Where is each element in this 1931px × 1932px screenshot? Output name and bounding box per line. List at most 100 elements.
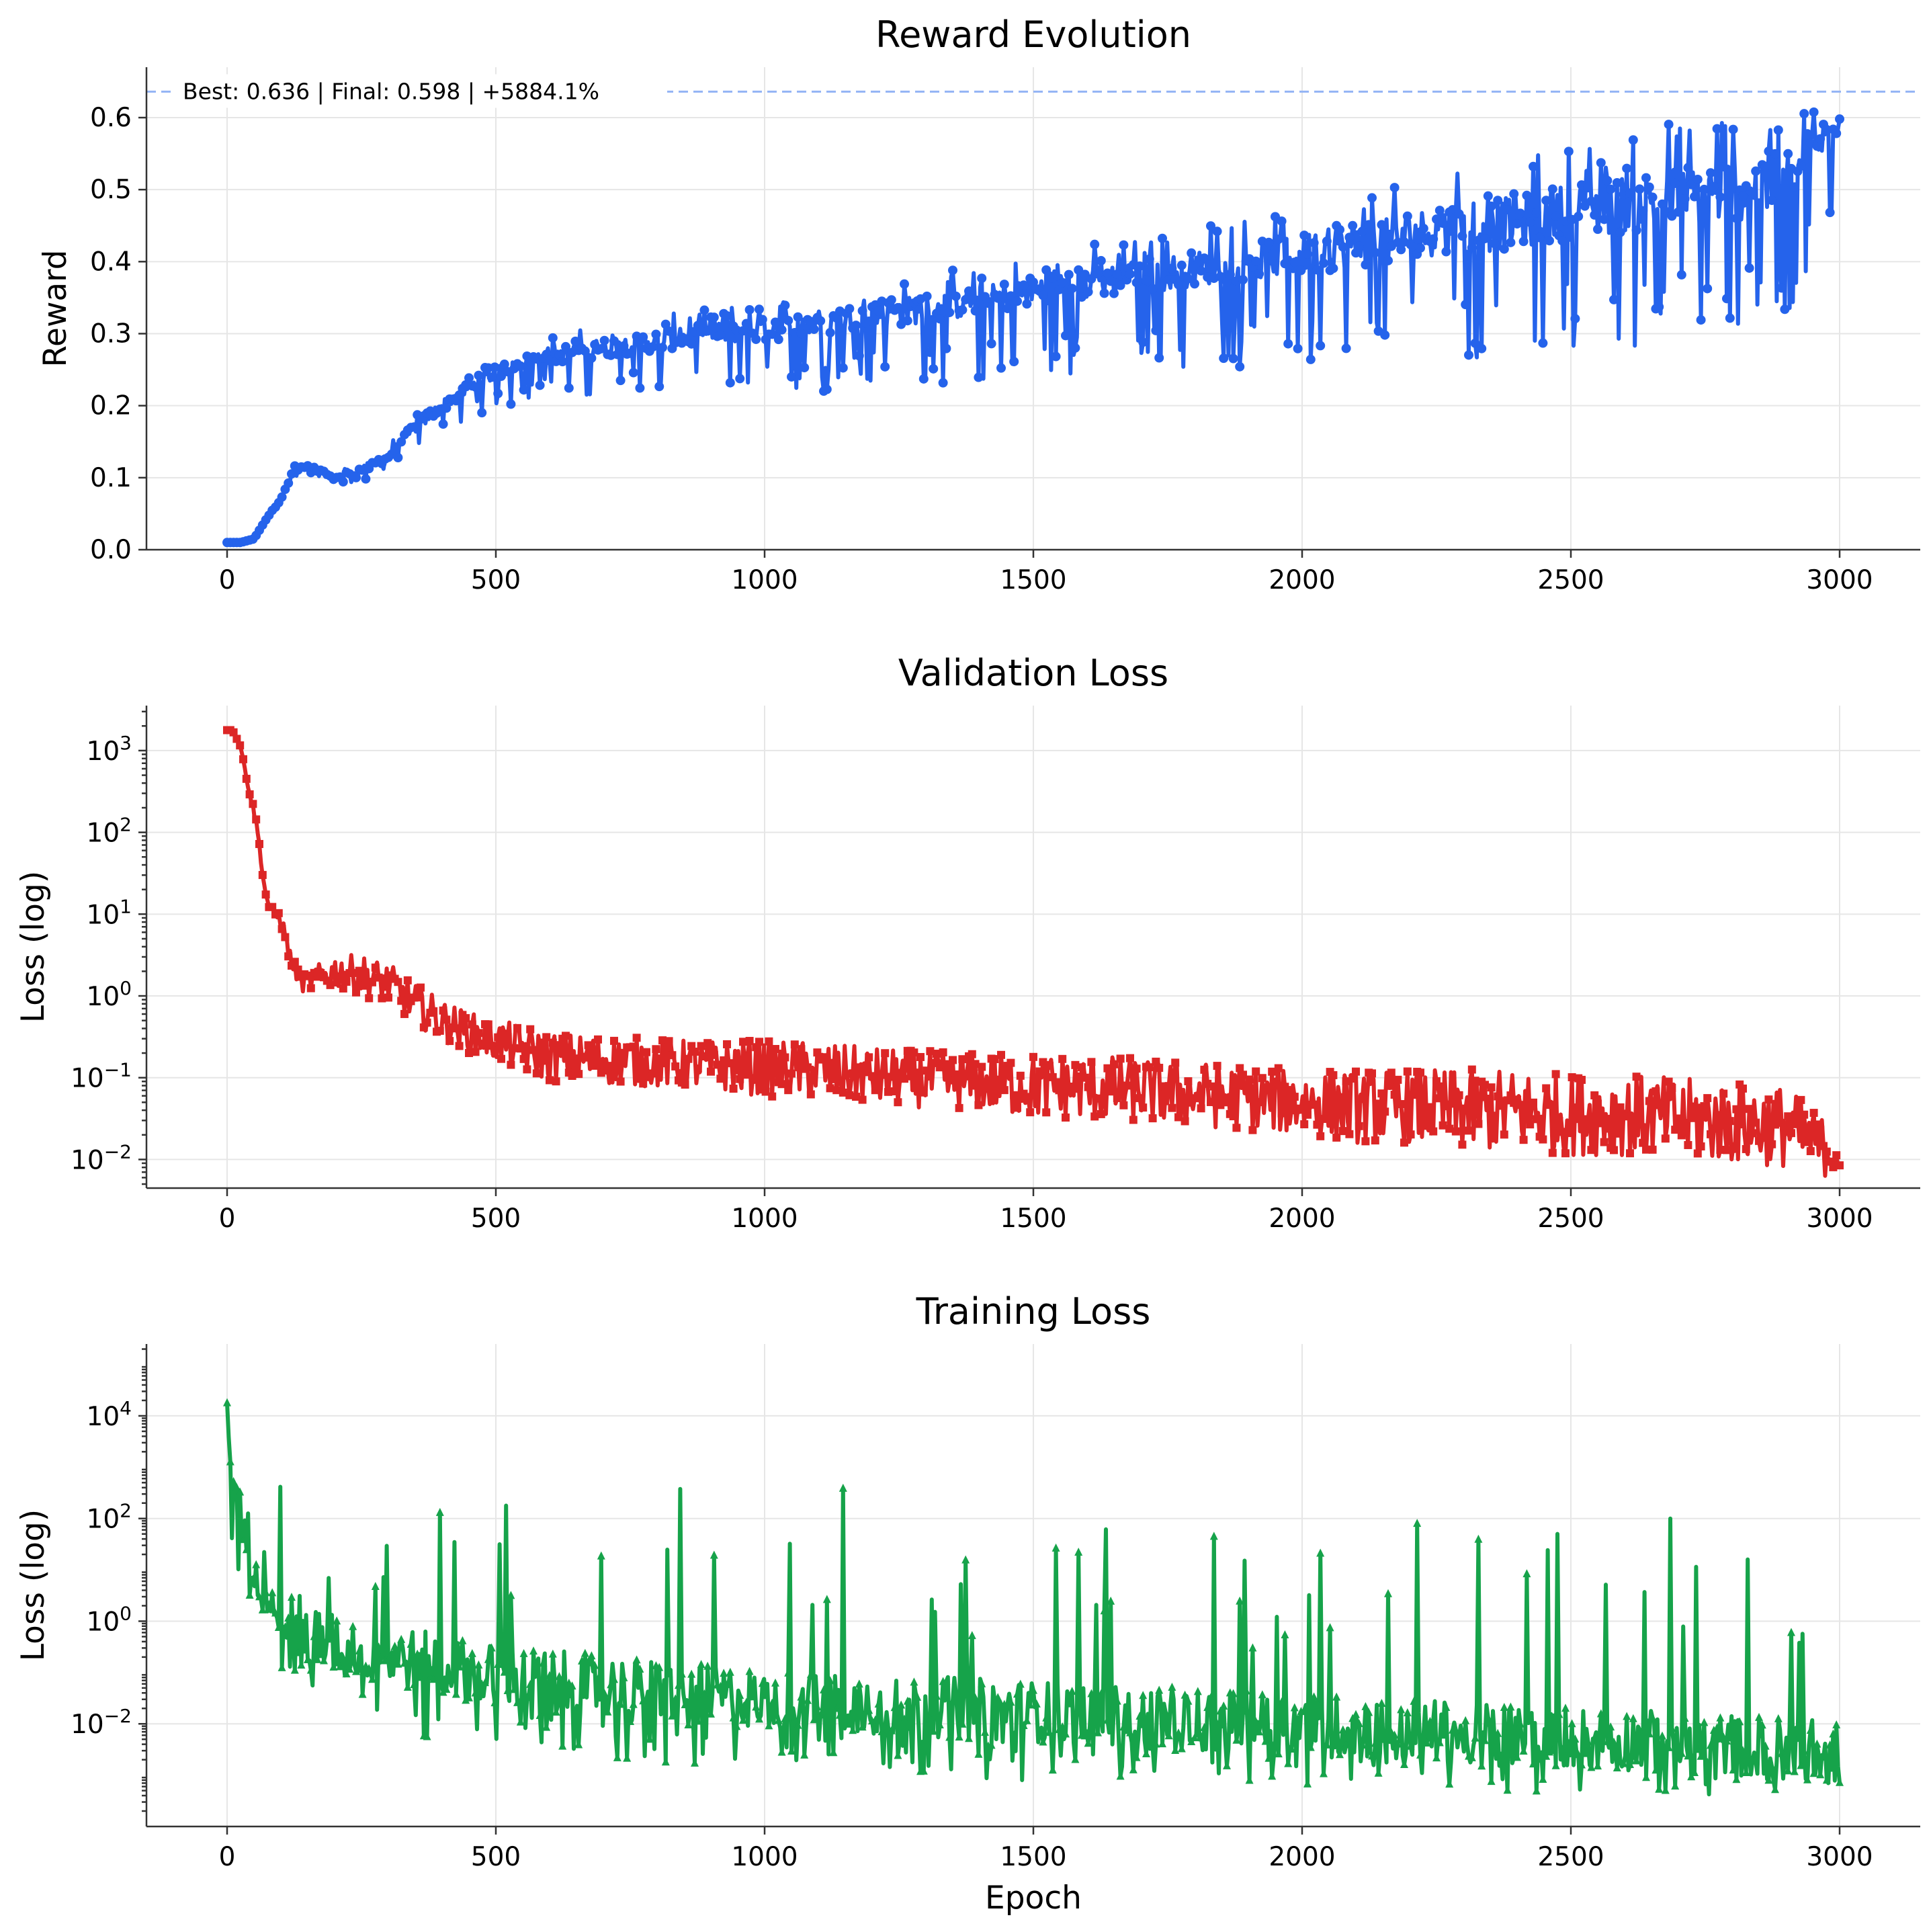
data-point bbox=[1800, 1747, 1809, 1755]
data-point bbox=[813, 1048, 822, 1057]
data-point bbox=[1632, 1756, 1641, 1765]
data-point bbox=[1584, 1737, 1592, 1746]
data-point bbox=[355, 1646, 363, 1654]
data-point bbox=[1341, 343, 1351, 353]
data-point bbox=[570, 336, 581, 346]
data-point bbox=[1206, 221, 1215, 231]
data-point bbox=[500, 1667, 509, 1676]
data-point bbox=[1225, 269, 1235, 280]
data-point bbox=[1387, 1068, 1396, 1077]
data-point bbox=[1806, 1725, 1815, 1734]
data-point bbox=[1790, 1767, 1799, 1775]
data-point bbox=[974, 1749, 983, 1758]
data-point bbox=[268, 1588, 277, 1597]
data-point bbox=[1019, 1720, 1028, 1729]
data-point bbox=[1668, 1724, 1676, 1732]
data-point bbox=[822, 1595, 831, 1603]
data-point bbox=[1625, 188, 1635, 198]
data-point bbox=[1139, 1103, 1148, 1112]
x-tick-label: 1000 bbox=[731, 1842, 798, 1872]
data-point bbox=[1055, 1086, 1064, 1095]
data-point bbox=[610, 1675, 618, 1683]
data-point bbox=[1764, 1775, 1773, 1784]
data-point bbox=[574, 1070, 583, 1079]
data-point bbox=[1313, 1698, 1322, 1707]
data-point bbox=[1531, 208, 1541, 218]
data-point bbox=[1484, 1094, 1492, 1103]
data-point bbox=[584, 1656, 593, 1665]
data-point bbox=[642, 1695, 650, 1704]
data-point bbox=[1629, 1121, 1637, 1130]
data-point bbox=[1832, 1720, 1841, 1728]
data-point bbox=[910, 1048, 918, 1057]
data-point bbox=[1287, 1745, 1295, 1753]
data-point bbox=[793, 1052, 802, 1061]
data-point bbox=[1615, 227, 1625, 237]
data-point bbox=[1045, 1062, 1054, 1070]
data-point bbox=[913, 1068, 922, 1077]
data-point bbox=[1590, 1091, 1599, 1099]
data-point bbox=[387, 1648, 396, 1657]
data-point bbox=[1039, 1737, 1047, 1746]
data-point bbox=[1342, 1077, 1350, 1085]
data-point bbox=[868, 1072, 876, 1081]
data-point bbox=[1490, 239, 1500, 249]
data-point bbox=[1336, 1750, 1344, 1759]
data-point bbox=[716, 1075, 725, 1083]
data-point bbox=[784, 1086, 793, 1095]
data-point bbox=[400, 1009, 409, 1018]
chart-title: Reward Evolution bbox=[875, 13, 1191, 56]
data-point bbox=[771, 317, 780, 327]
data-point bbox=[1074, 1548, 1083, 1556]
data-point bbox=[1383, 255, 1393, 265]
data-point bbox=[542, 1033, 551, 1042]
data-point bbox=[439, 1006, 447, 1015]
data-point bbox=[1203, 1703, 1212, 1712]
data-point bbox=[955, 1732, 963, 1741]
data-point bbox=[445, 1037, 454, 1046]
data-point bbox=[1631, 225, 1641, 235]
data-point bbox=[1677, 1131, 1686, 1140]
data-point bbox=[1699, 184, 1709, 194]
data-point bbox=[1300, 1120, 1309, 1129]
data-point bbox=[249, 1574, 257, 1583]
data-point bbox=[806, 1090, 815, 1099]
data-point bbox=[910, 1677, 918, 1686]
data-point bbox=[1123, 1081, 1131, 1090]
data-point bbox=[1026, 1108, 1035, 1117]
data-point bbox=[697, 1660, 705, 1669]
data-point bbox=[716, 330, 726, 340]
data-point bbox=[1397, 1099, 1406, 1108]
data-point bbox=[1477, 1761, 1486, 1770]
data-point bbox=[957, 305, 968, 315]
data-point bbox=[1368, 1751, 1376, 1760]
data-point bbox=[1639, 1138, 1647, 1147]
data-point bbox=[774, 1716, 783, 1724]
data-point bbox=[1303, 1779, 1312, 1788]
data-point bbox=[1494, 1728, 1502, 1737]
data-point bbox=[1674, 1114, 1682, 1123]
data-point bbox=[1487, 1083, 1496, 1092]
data-point bbox=[429, 1007, 438, 1015]
data-point bbox=[635, 383, 645, 393]
data-point bbox=[1709, 181, 1719, 192]
data-point bbox=[1654, 302, 1664, 312]
data-point bbox=[887, 1726, 896, 1734]
data-point bbox=[1728, 124, 1738, 134]
data-point bbox=[1638, 206, 1648, 216]
data-point bbox=[1390, 1090, 1399, 1099]
data-point bbox=[1651, 1087, 1660, 1095]
data-point bbox=[513, 1697, 521, 1706]
data-point bbox=[503, 1685, 512, 1694]
data-point bbox=[610, 1036, 618, 1045]
data-point bbox=[1177, 1105, 1186, 1114]
data-point bbox=[468, 1648, 476, 1657]
reward-evolution-panel: Reward Evolution Reward Best: 0.636 | Fina… bbox=[37, 13, 1920, 595]
data-point bbox=[290, 958, 299, 966]
data-point bbox=[806, 1670, 815, 1679]
data-point bbox=[1067, 284, 1077, 294]
data-point bbox=[1529, 161, 1538, 171]
data-point bbox=[1062, 1113, 1070, 1122]
data-point bbox=[1319, 258, 1328, 268]
data-point bbox=[1213, 1718, 1221, 1727]
